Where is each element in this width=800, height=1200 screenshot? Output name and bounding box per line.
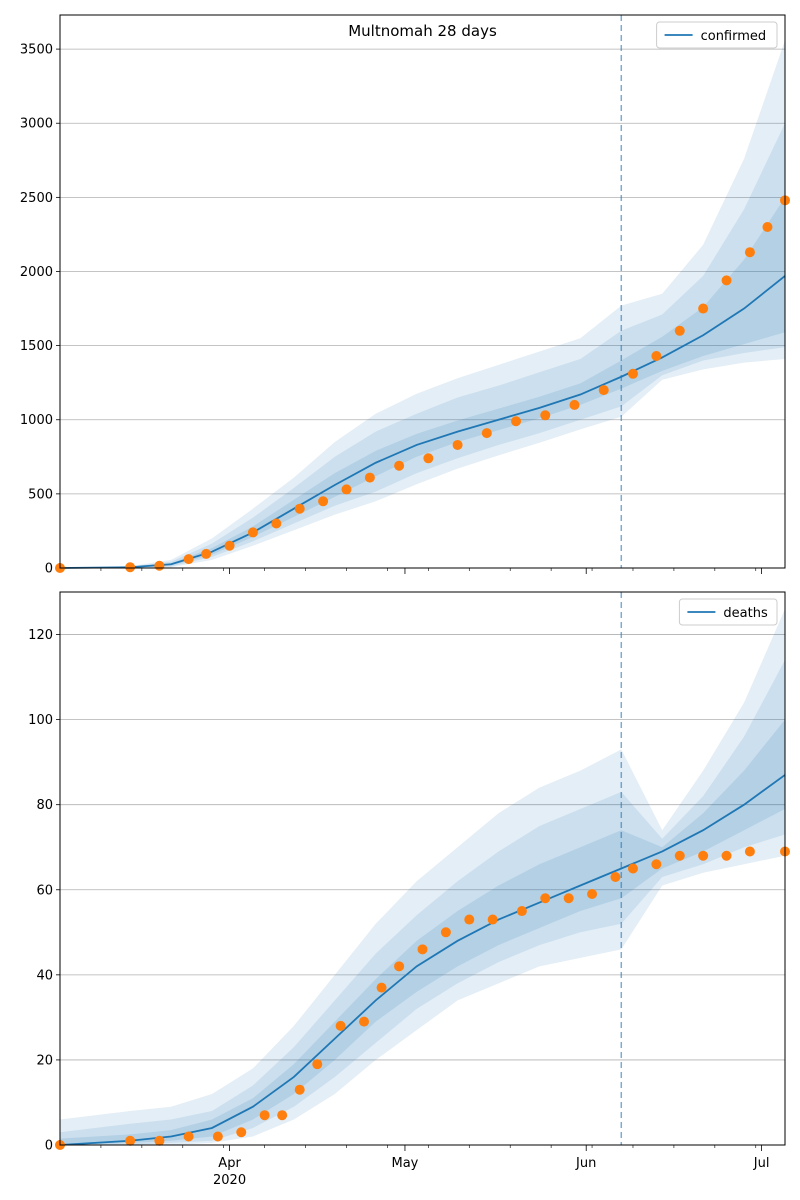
- y-tick-label: 2500: [20, 191, 53, 206]
- median-line: [59, 774, 786, 1146]
- observed-point: [394, 460, 405, 471]
- observed-point: [563, 893, 574, 904]
- axes-frame: [59, 14, 786, 569]
- x-tick-year-label: 2020: [213, 1173, 246, 1188]
- observed-point: [569, 399, 580, 410]
- observed-point: [294, 503, 305, 514]
- observed-point: [318, 496, 329, 507]
- confirmed-chart: 0 500 1000 1500 2000 2500 3000 3500 Multnomah 28…: [20, 14, 790, 577]
- observed-point: [154, 1135, 165, 1146]
- axes-frame: [59, 591, 786, 1146]
- y-tick-label: 40: [36, 968, 53, 983]
- observed-point: [487, 914, 498, 925]
- y-tick-label: 3500: [20, 43, 53, 58]
- observed-point: [236, 1127, 247, 1138]
- legend-label: confirmed: [701, 29, 767, 44]
- observed-point: [294, 1084, 305, 1095]
- uncertainty-band-outer: [60, 609, 785, 1145]
- legend-box: [678, 598, 778, 626]
- observed-point: [598, 385, 609, 396]
- observed-point: [698, 850, 709, 861]
- uncertainty-band-inner: [60, 197, 785, 568]
- observed-point: [125, 562, 136, 573]
- observed-point: [359, 1016, 370, 1027]
- observed-point: [201, 548, 212, 559]
- observed-point: [762, 222, 773, 233]
- observed-point: [376, 982, 387, 993]
- observed-point: [651, 350, 662, 361]
- observed-point: [183, 554, 194, 565]
- observed-point: [364, 472, 375, 483]
- observed-point: [335, 1020, 346, 1031]
- y-tick-label: 120: [28, 628, 53, 643]
- observed-point: [721, 275, 732, 286]
- observed-point: [721, 850, 732, 861]
- observed-point: [154, 560, 165, 571]
- observed-point: [744, 247, 755, 258]
- observed-point: [183, 1131, 194, 1142]
- observed-point: [452, 439, 463, 450]
- y-tick-label: 3000: [20, 117, 53, 132]
- y-tick-label: 500: [28, 487, 53, 502]
- y-tick-label: 60: [36, 883, 53, 898]
- x-tick-label: Apr: [218, 1156, 241, 1171]
- observed-point: [247, 527, 258, 538]
- observed-point: [259, 1110, 270, 1121]
- y-tick-label: 0: [45, 562, 53, 577]
- observed-point: [674, 850, 685, 861]
- y-tick-label: 1000: [20, 413, 53, 428]
- observed-point: [224, 540, 235, 551]
- observed-point: [587, 889, 598, 900]
- uncertainty-band-outer: [60, 40, 785, 569]
- observed-point: [394, 961, 405, 972]
- observed-point: [271, 518, 282, 529]
- x-tick-label: Jun: [575, 1156, 596, 1171]
- chart-title: Multnomah 28 days: [348, 22, 497, 40]
- observed-point: [610, 872, 621, 883]
- legend-box: [656, 21, 778, 49]
- observed-point: [651, 859, 662, 870]
- legend-label: deaths: [723, 606, 768, 621]
- observed-point: [516, 906, 527, 917]
- observed-point: [277, 1110, 288, 1121]
- x-tick-label: Jul: [753, 1156, 770, 1171]
- observed-point: [674, 325, 685, 336]
- observed-point: [627, 863, 638, 874]
- observed-point: [312, 1059, 323, 1070]
- observed-point: [540, 410, 551, 421]
- observed-point: [464, 914, 475, 925]
- y-tick-label: 0: [45, 1139, 53, 1154]
- deaths-chart: 0 20 40 60 80 100 120 Apr 2020 May Jun Jul deaths: [28, 591, 790, 1188]
- observed-point: [125, 1135, 136, 1146]
- observed-point: [212, 1131, 223, 1142]
- uncertainty-band-middle: [60, 123, 785, 569]
- observed-point: [417, 944, 428, 955]
- observed-point: [698, 303, 709, 314]
- observed-point: [481, 428, 492, 439]
- y-tick-label: 80: [36, 798, 53, 813]
- observed-point: [341, 484, 352, 495]
- y-tick-label: 2000: [20, 265, 53, 280]
- observed-point: [423, 453, 434, 464]
- y-tick-label: 100: [28, 713, 53, 728]
- observed-point: [440, 927, 451, 938]
- x-tick-label: May: [392, 1156, 419, 1171]
- y-tick-label: 20: [36, 1053, 53, 1068]
- observed-point: [540, 893, 551, 904]
- observed-point: [627, 368, 638, 379]
- observed-point: [511, 416, 522, 427]
- observed-point: [744, 846, 755, 857]
- y-tick-label: 1500: [20, 339, 53, 354]
